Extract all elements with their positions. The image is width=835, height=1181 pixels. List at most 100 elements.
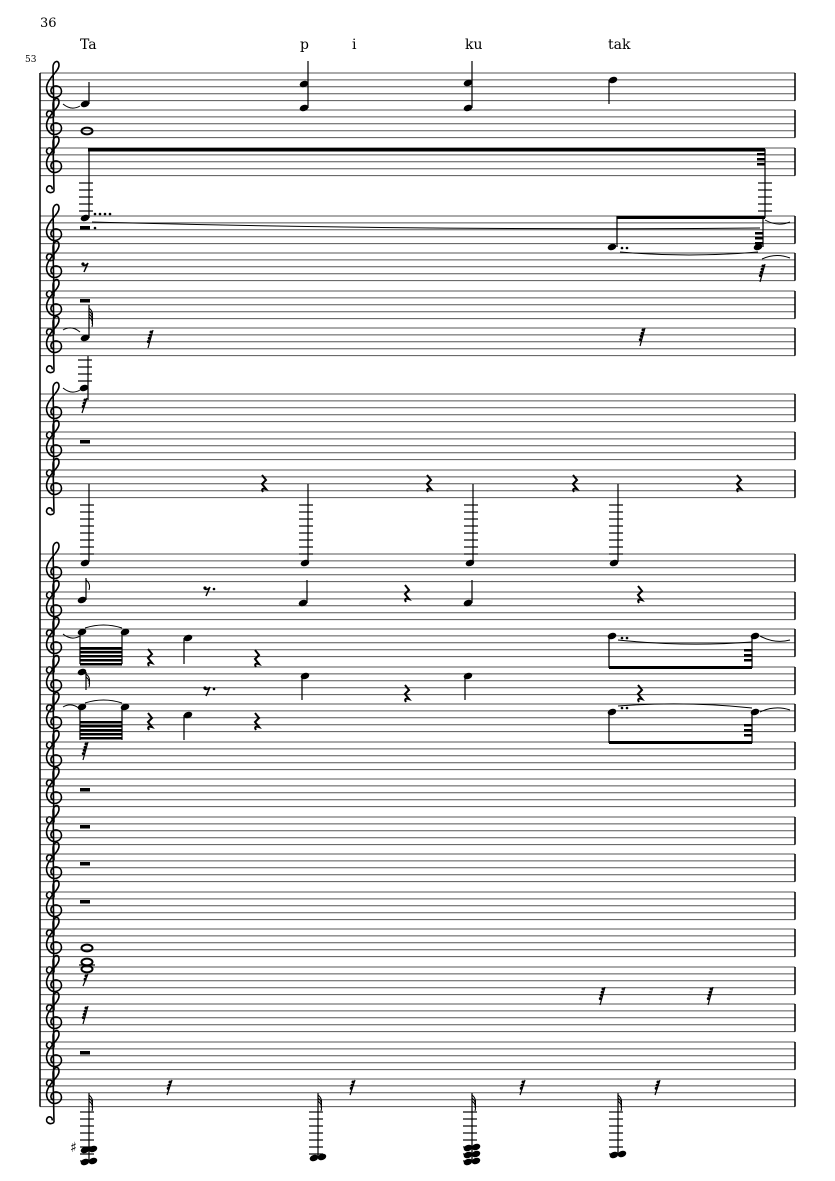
note-head xyxy=(298,599,308,607)
beam xyxy=(744,654,752,657)
flag-rest-dot xyxy=(166,1086,170,1090)
lyric-syllable: i xyxy=(352,37,357,53)
augmentation-dot xyxy=(625,706,629,710)
flag-rest-dot xyxy=(84,1006,88,1010)
note-head xyxy=(80,1158,90,1166)
whole-rest-icon xyxy=(80,862,90,866)
quarter-rest-icon xyxy=(636,684,645,703)
note-head xyxy=(607,708,617,716)
treble-clef-icon xyxy=(45,135,63,194)
note-head xyxy=(79,384,89,392)
flag-rest-dot xyxy=(654,1086,658,1090)
note-head xyxy=(463,104,473,112)
note-head xyxy=(608,76,618,84)
quarter-rest-icon xyxy=(403,584,412,603)
note-head xyxy=(317,1153,327,1161)
note-head xyxy=(463,79,473,87)
augmentation-dot xyxy=(625,246,629,250)
flag-rest-dot xyxy=(168,1080,172,1084)
flag-rest-dot xyxy=(638,338,642,342)
augmentation-dot xyxy=(620,246,624,250)
flag-rest-dot xyxy=(759,270,763,274)
note-head xyxy=(120,703,130,711)
note-head xyxy=(617,1150,627,1158)
sharp-accidental-icon: ♯ xyxy=(70,1140,77,1156)
quarter-rest-icon xyxy=(735,474,744,493)
beam xyxy=(609,741,752,744)
flag-rest-dot xyxy=(351,1080,355,1084)
quarter-rest-icon xyxy=(403,684,412,703)
flag-rest-dot xyxy=(350,1083,354,1087)
tie xyxy=(759,707,791,713)
whole-note xyxy=(80,943,94,953)
tie xyxy=(62,387,81,393)
note-head xyxy=(607,243,617,251)
beam xyxy=(744,734,752,737)
note-head xyxy=(77,668,87,676)
quarter-rest-icon xyxy=(636,585,645,604)
quarter-rest-icon xyxy=(425,474,434,493)
note-head xyxy=(309,1154,319,1162)
treble-clef-icon xyxy=(45,804,63,863)
flag-rest-dot xyxy=(84,974,88,978)
beam xyxy=(744,659,752,662)
flag-rest-dot xyxy=(81,1016,85,1020)
treble-clef-icon xyxy=(45,203,63,262)
beam xyxy=(80,737,122,740)
flag-rest-dot xyxy=(519,1086,523,1090)
flag-rest-dot xyxy=(82,1012,86,1016)
flag-rest-dot xyxy=(655,1083,659,1087)
note-head xyxy=(463,1151,473,1159)
note-head xyxy=(300,559,310,567)
flag-rest-dot xyxy=(707,993,711,997)
note-head xyxy=(80,214,90,222)
treble-clef-icon xyxy=(45,278,63,337)
whole-note xyxy=(80,957,94,967)
whole-rest-icon xyxy=(80,900,90,904)
tie xyxy=(617,703,753,709)
note-flag xyxy=(617,1100,623,1112)
treble-clef-icon xyxy=(45,541,63,600)
quarter-rest-icon xyxy=(146,712,155,731)
note-head xyxy=(299,80,309,88)
whole-rest-icon xyxy=(80,299,90,303)
beam xyxy=(755,232,763,235)
flag-rest-dot xyxy=(82,748,86,752)
flag-rest-dot xyxy=(640,331,644,335)
treble-clef-icon xyxy=(45,954,63,1013)
whole-rest-icon xyxy=(80,226,90,230)
flag-rest-dot xyxy=(81,752,85,756)
note-head xyxy=(77,596,87,604)
flag-rest-dot xyxy=(84,742,88,746)
augmentation-dot xyxy=(620,706,624,710)
note-head xyxy=(750,708,760,716)
note-head xyxy=(80,559,90,567)
flag-rest-dot xyxy=(600,990,604,994)
note-head xyxy=(463,1144,473,1152)
note-head xyxy=(80,100,90,108)
tie xyxy=(759,635,791,642)
flag-rest-dot xyxy=(83,398,87,402)
augmentation-dot xyxy=(620,636,624,640)
beam xyxy=(80,659,122,662)
flag-rest-dot xyxy=(148,333,152,337)
tie xyxy=(84,699,123,704)
flag-rest-dot xyxy=(81,404,85,408)
treble-clef-icon xyxy=(45,60,63,119)
rest-dot xyxy=(81,262,85,266)
augmentation-dot xyxy=(625,636,629,640)
tie xyxy=(619,251,759,256)
lyric-syllable: ku xyxy=(465,37,483,53)
note-flag xyxy=(88,1100,94,1112)
treble-clef-icon xyxy=(45,1029,63,1088)
beam xyxy=(755,237,763,240)
quarter-rest-icon xyxy=(146,648,155,667)
flag-rest-dot xyxy=(760,267,764,271)
measure-number: 53 xyxy=(25,55,37,65)
flag-rest-dot xyxy=(521,1080,525,1084)
beam xyxy=(744,724,752,727)
augmentation-dot xyxy=(98,212,102,216)
note-head xyxy=(609,1151,619,1159)
tie xyxy=(62,103,81,109)
flag-rest-dot xyxy=(758,274,762,278)
